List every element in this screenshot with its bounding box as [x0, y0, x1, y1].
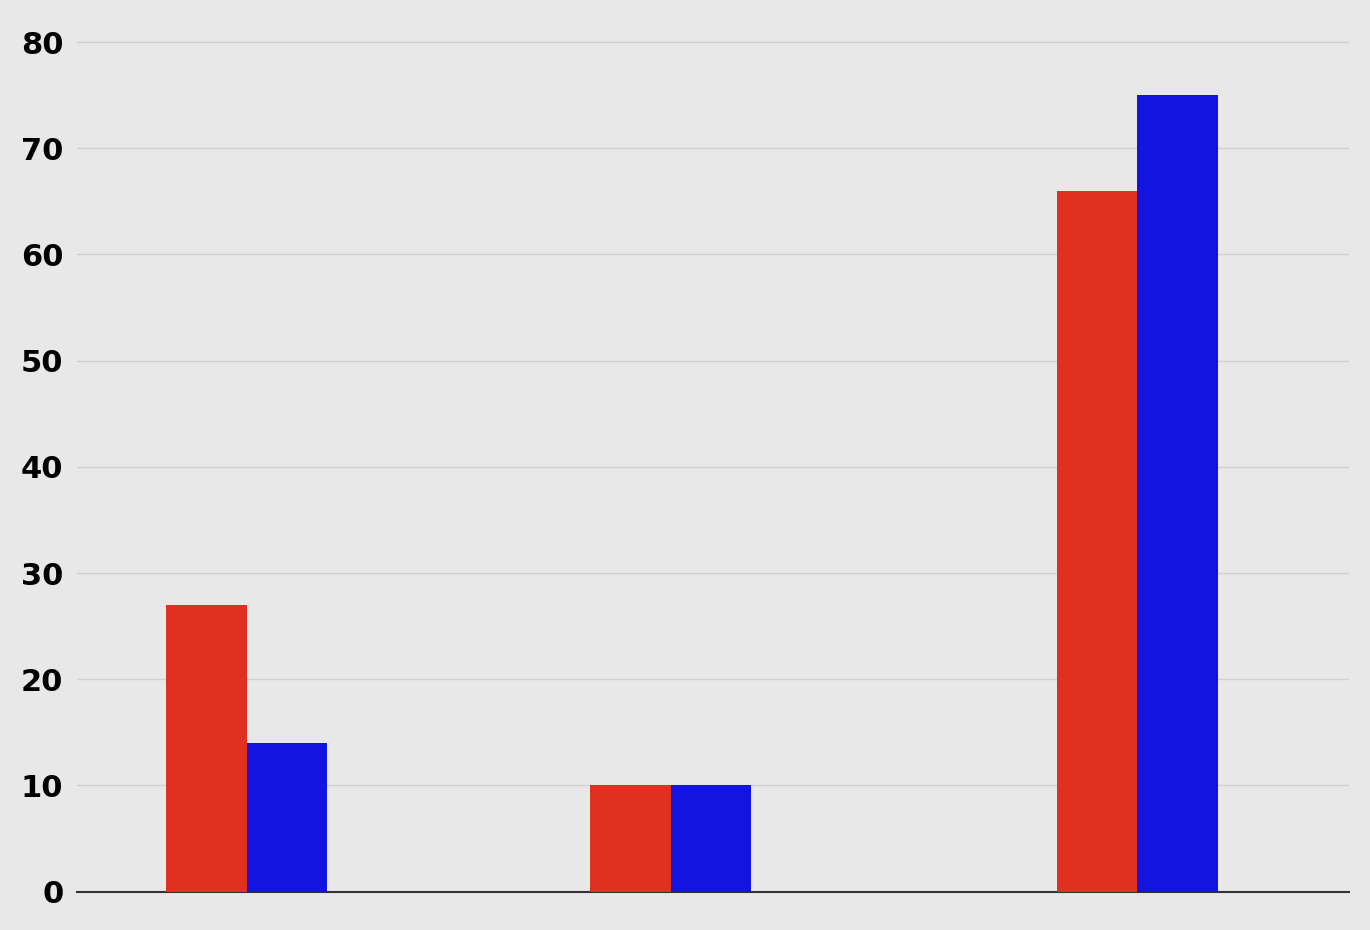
Bar: [590, 786, 671, 892]
Bar: [247, 743, 327, 892]
Bar: [671, 786, 751, 892]
Bar: [1056, 191, 1137, 892]
Bar: [1137, 95, 1218, 892]
Bar: [166, 604, 247, 892]
